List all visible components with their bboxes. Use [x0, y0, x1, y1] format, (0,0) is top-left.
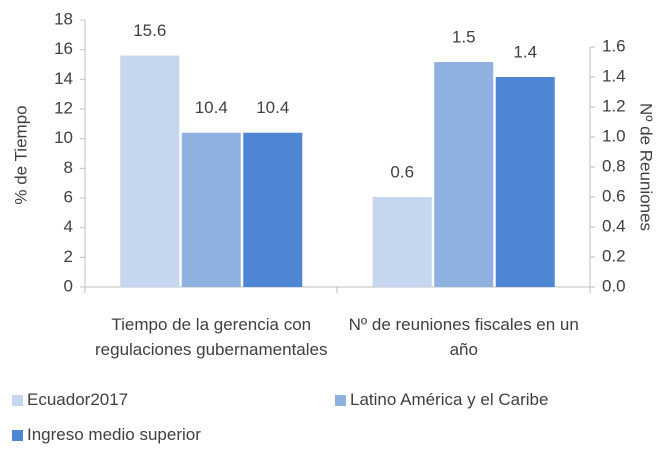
y-tick-label: 4 — [64, 217, 73, 236]
y-axis-title: % de Tiempo — [11, 105, 30, 204]
y-tick-label: 2 — [64, 247, 73, 266]
x-tick-label: Tiempo de la gerencia con regulaciones g… — [95, 315, 328, 359]
y2-tick-label: 1.0 — [602, 126, 626, 145]
y-tick-label: 10 — [54, 128, 73, 147]
y2-tick-label: 1.4 — [602, 66, 626, 85]
y-tick-label: 12 — [54, 98, 73, 117]
legend-label: Ecuador2017 — [27, 390, 129, 409]
y2-tick-label: 0.6 — [602, 186, 626, 205]
bar — [181, 132, 241, 287]
y2-tick-label: 1.6 — [602, 36, 626, 55]
data-label: 15.6 — [133, 21, 166, 40]
y2-tick-label: 1.2 — [602, 96, 626, 115]
legend-label: Ingreso medio superior — [27, 425, 201, 444]
data-label: 1.4 — [513, 42, 537, 61]
y-tick-label: 0 — [64, 276, 73, 295]
y2-tick-label: 0.4 — [602, 216, 626, 235]
bar — [495, 77, 555, 287]
y2-tick-label: 0.2 — [602, 246, 626, 265]
x-tick-label: Nº de reuniones fiscales en un año — [348, 315, 579, 359]
y-tick-label: 6 — [64, 187, 73, 206]
bar — [120, 55, 180, 287]
y-tick-label: 8 — [64, 158, 73, 177]
y-tick-label: 16 — [54, 39, 73, 58]
legend-label: Latino América y el Caribe — [350, 390, 549, 409]
y2-axis-title: Nº de Reuniones — [637, 103, 656, 231]
data-label: 0.6 — [390, 162, 414, 181]
data-label: 10.4 — [256, 98, 289, 117]
data-label: 10.4 — [195, 98, 228, 117]
y-tick-label: 14 — [54, 69, 73, 88]
legend-swatch — [335, 394, 346, 406]
data-label: 1.5 — [452, 27, 476, 46]
y2-tick-label: 0.0 — [602, 276, 626, 295]
legend-item: Latino América y el Caribe — [335, 390, 548, 410]
bar — [434, 62, 494, 287]
bar — [243, 132, 303, 287]
legend-swatch — [12, 394, 23, 406]
bar — [372, 197, 432, 287]
legend-item: Ingreso medio superior — [12, 425, 201, 445]
y-tick-label: 18 — [54, 9, 73, 28]
y2-tick-label: 0.8 — [602, 156, 626, 175]
legend-swatch — [12, 429, 23, 441]
legend-item: Ecuador2017 — [12, 390, 128, 410]
